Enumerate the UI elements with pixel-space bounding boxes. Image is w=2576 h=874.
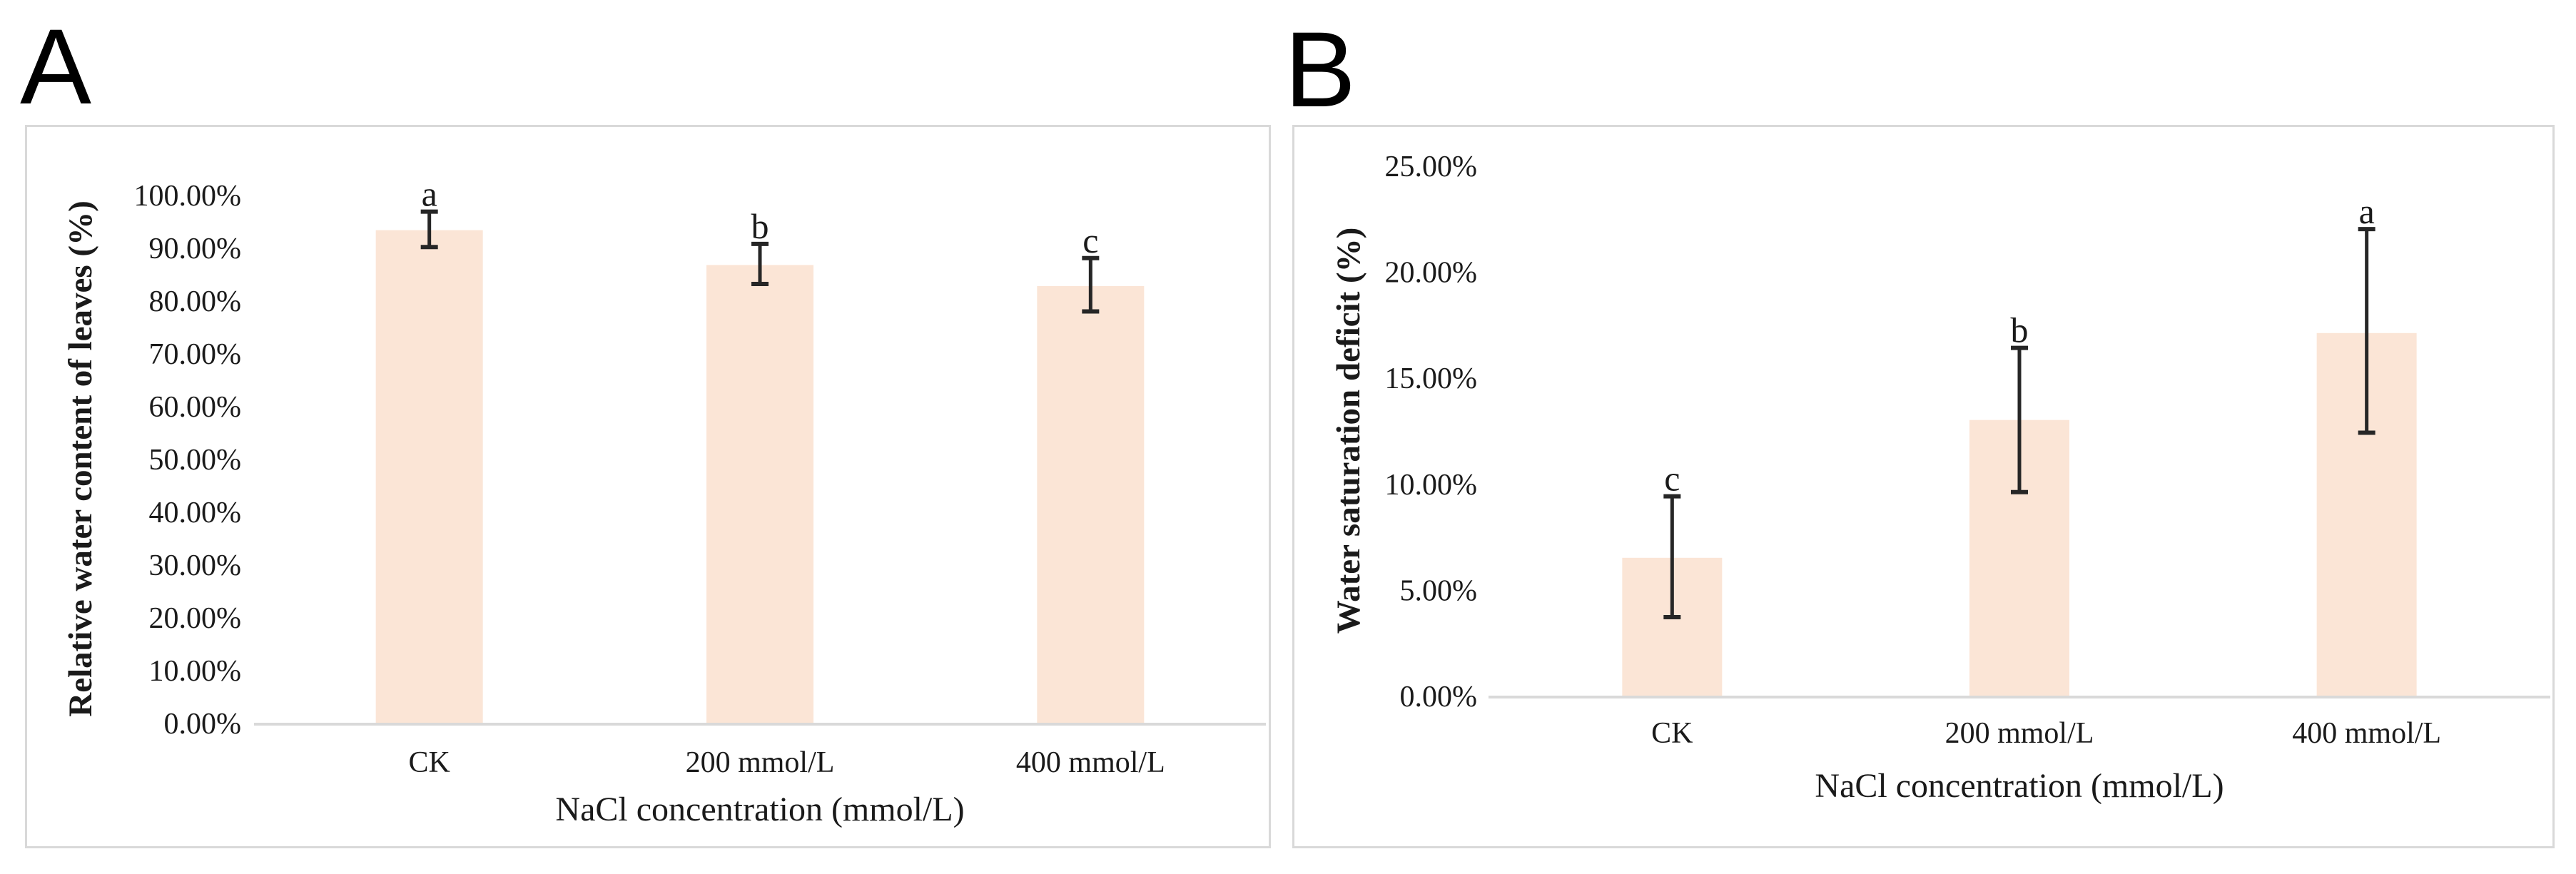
x-axis-title: NaCl concentration (mmol/L) — [1815, 767, 2223, 805]
y-axis-title: Water saturation deficit (%) — [1330, 228, 1367, 634]
significance-letter: c — [1664, 459, 1680, 499]
y-tick-label: 50.00% — [149, 444, 242, 477]
bar-200-mmol-l — [706, 265, 813, 723]
y-tick-label: 20.00% — [149, 602, 242, 635]
y-tick-label: 0.00% — [1400, 681, 1478, 713]
y-tick-label: 40.00% — [149, 497, 242, 529]
category-label: CK — [408, 746, 450, 779]
chart-b-svg: 0.00% 5.00% 10.00% 15.00% 20.00% 25.00% c CK b 20… — [1330, 151, 2550, 805]
significance-letter: c — [1082, 220, 1098, 260]
panel-label-b: B — [1284, 9, 1357, 129]
y-axis-title: Relative water content of leaves (%) — [62, 200, 99, 716]
y-tick-label: 70.00% — [149, 338, 242, 371]
y-tick-label: 30.00% — [149, 549, 242, 582]
panel-b: 0.00% 5.00% 10.00% 15.00% 20.00% 25.00% c CK b 20… — [1292, 125, 2555, 848]
y-tick-label: 5.00% — [1400, 574, 1478, 607]
significance-letter: a — [422, 174, 437, 214]
panel-label-a: A — [20, 6, 92, 126]
y-tick-label: 100.00% — [134, 180, 242, 213]
significance-letter: a — [2359, 191, 2375, 231]
category-label: 400 mmol/L — [2292, 717, 2441, 750]
chart-a-svg: 0.00% 10.00% 20.00% 30.00% 40.00% 50.00% 60.00… — [62, 174, 1266, 828]
y-tick-label: 0.00% — [164, 708, 242, 741]
y-tick-label: 60.00% — [149, 391, 242, 424]
significance-letter: b — [751, 206, 769, 246]
category-label: CK — [1651, 717, 1693, 750]
y-tick-label: 10.00% — [1385, 469, 1478, 502]
x-axis-title: NaCl concentration (mmol/L) — [555, 791, 964, 828]
y-tick-label: 80.00% — [149, 285, 242, 318]
category-label: 200 mmol/L — [1945, 717, 2094, 750]
y-tick-label: 15.00% — [1385, 362, 1478, 395]
y-tick-label: 20.00% — [1385, 257, 1478, 290]
y-tick-label: 10.00% — [149, 655, 242, 688]
bar-ck — [375, 230, 483, 723]
significance-letter: b — [2011, 310, 2029, 350]
bar-400-mmol-l — [1037, 286, 1145, 723]
panel-a: 0.00% 10.00% 20.00% 30.00% 40.00% 50.00% 60.00… — [25, 125, 1271, 848]
category-label: 200 mmol/L — [686, 746, 835, 779]
y-tick-label: 90.00% — [149, 233, 242, 265]
y-tick-label: 25.00% — [1385, 151, 1478, 183]
category-label: 400 mmol/L — [1016, 746, 1165, 779]
